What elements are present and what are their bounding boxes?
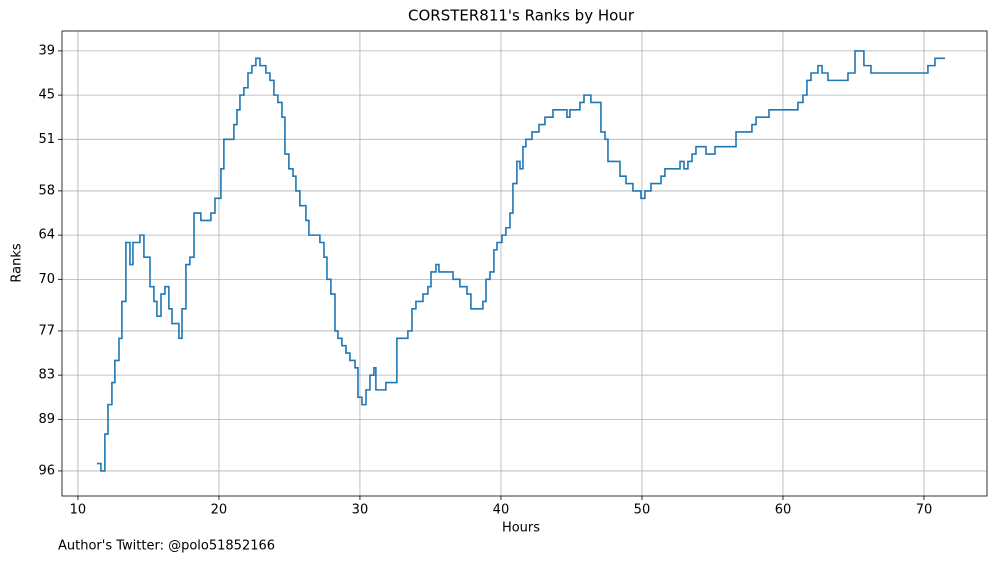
y-tick-label: 45 bbox=[38, 88, 55, 103]
y-tick-label: 77 bbox=[38, 323, 55, 338]
x-tick-label: 50 bbox=[634, 503, 651, 518]
plot-frame bbox=[61, 30, 988, 497]
y-tick-label: 83 bbox=[38, 368, 55, 383]
y-axis-label: Ranks bbox=[10, 243, 25, 282]
y-tick-label: 51 bbox=[38, 132, 55, 147]
y-tick-label: 89 bbox=[38, 412, 55, 427]
rank-line bbox=[96, 50, 945, 472]
y-tick-label: 64 bbox=[38, 228, 55, 243]
x-tick-label: 20 bbox=[211, 503, 228, 518]
y-tick-label: 39 bbox=[38, 43, 55, 58]
y-tick-label: 70 bbox=[38, 272, 55, 287]
y-tick-label: 96 bbox=[38, 463, 55, 478]
x-tick-label: 40 bbox=[493, 503, 510, 518]
y-tick-label: 58 bbox=[38, 183, 55, 198]
x-axis-label: Hours bbox=[502, 521, 540, 536]
chart-title: CORSTER811's Ranks by Hour bbox=[408, 7, 635, 25]
x-tick-label: 60 bbox=[775, 503, 792, 518]
x-tick-label: 70 bbox=[916, 503, 933, 518]
footer-note: Author's Twitter: @polo51852166 bbox=[58, 539, 275, 554]
x-tick-label: 30 bbox=[352, 503, 369, 518]
x-tick-label: 10 bbox=[70, 503, 87, 518]
